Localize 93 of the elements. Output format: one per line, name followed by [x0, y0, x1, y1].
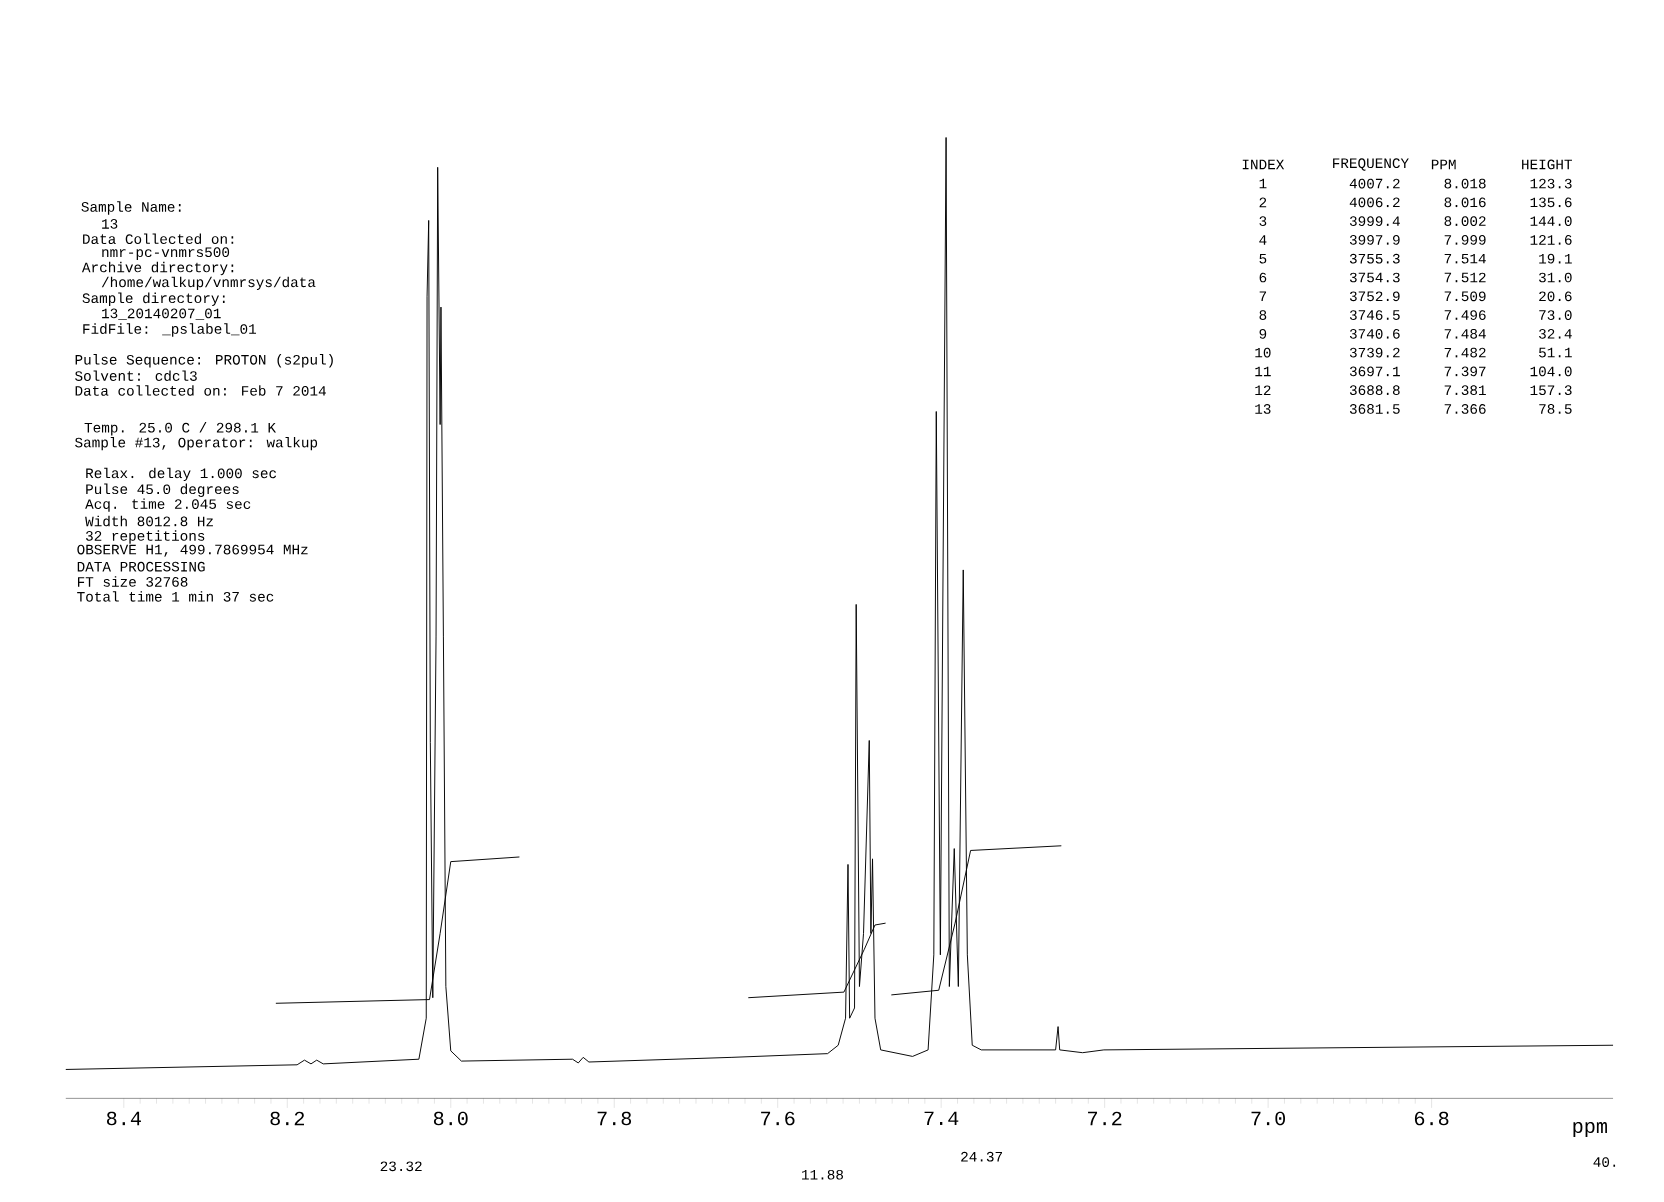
annotation: 3746.5	[1349, 310, 1400, 320]
annotation: 7.509	[1444, 291, 1486, 301]
annotation: 19.1	[1539, 253, 1572, 264]
x-tick-label: 7.2	[1088, 1111, 1122, 1125]
annotation: 3688.8	[1349, 385, 1400, 395]
annotation: INDEX	[1242, 159, 1285, 170]
annotation: FT size 32768	[77, 576, 188, 587]
annotation: Pulse Sequence: PROTON (s2pul)	[75, 353, 333, 368]
text: 11.88	[802, 1169, 844, 1180]
annotation: PPM	[1431, 159, 1456, 170]
annotation: 7.381	[1444, 385, 1486, 395]
annotation: 104.0	[1530, 366, 1572, 377]
annotation: Archive directory:	[81, 261, 234, 275]
annotation: 13_20140207_01	[102, 308, 221, 320]
annotation: 10	[1255, 347, 1271, 358]
annotation: Relax. delay 1.000 sec	[86, 467, 277, 481]
annotation: 1	[1259, 178, 1267, 189]
annotation: Solvent: cdcl3	[75, 370, 197, 381]
annotation: 8.002	[1444, 216, 1486, 226]
x-tick-label: 8.2	[270, 1111, 304, 1126]
annotation: 4	[1259, 235, 1267, 245]
annotation: 31.0	[1539, 272, 1572, 283]
x-axis-title: ppm	[1573, 1121, 1607, 1137]
annotation: 8.016	[1444, 197, 1486, 208]
annotation: FREQUENCY	[1333, 158, 1409, 171]
annotation: 20.6	[1539, 291, 1572, 301]
annotation: 3	[1259, 216, 1267, 226]
annotation: 13	[1255, 403, 1271, 414]
annotation: Width 8012.8 Hz	[85, 515, 213, 527]
text: 40.	[1593, 1157, 1616, 1167]
annotation: 3754.3	[1349, 272, 1400, 283]
annotation: 121.6	[1530, 234, 1572, 245]
annotation: 32 repetitions	[86, 530, 205, 544]
annotation: 51.1	[1539, 347, 1572, 358]
annotation: 3740.6	[1349, 328, 1400, 339]
x-tick-label: 7.4	[924, 1111, 959, 1125]
annotation: 7.496	[1444, 310, 1486, 320]
x-tick-label: 7.0	[1251, 1111, 1286, 1126]
annotation: Data collected on: Feb 7 2014	[75, 385, 326, 396]
annotation: 3999.4	[1349, 216, 1400, 226]
annotation: Pulse 45.0 degrees	[86, 483, 239, 497]
annotation: 3997.9	[1349, 234, 1400, 245]
annotation: 73.0	[1539, 310, 1572, 320]
annotation: 7.366	[1444, 403, 1486, 414]
annotation: FidFile: _pslabel_01	[83, 323, 257, 337]
annotation: Sample directory:	[82, 292, 225, 306]
annotation: Acq. time 2.045 sec	[85, 498, 251, 512]
annotation: 7.484	[1444, 328, 1486, 339]
annotation: nmr-pc-vnmrs500	[102, 247, 230, 260]
annotation: DATA PROCESSING	[77, 561, 205, 572]
annotation: Total time 1 min 37 sec	[77, 590, 274, 602]
annotation: 13	[102, 218, 118, 229]
annotation: 123.3	[1530, 178, 1572, 189]
annotation: 7	[1259, 291, 1267, 301]
annotation: 4007.2	[1349, 178, 1400, 189]
annotation: 78.5	[1539, 403, 1572, 414]
annotation: 3681.5	[1349, 403, 1400, 414]
annotation: 3739.2	[1349, 347, 1400, 358]
x-tick-label: 7.6	[761, 1111, 795, 1126]
x-tick-label: 6.8	[1414, 1111, 1449, 1126]
annotation: 3752.9	[1349, 291, 1400, 301]
annotation: 144.0	[1530, 216, 1572, 226]
annotation: 7.999	[1444, 234, 1486, 245]
annotation: 8	[1259, 310, 1267, 320]
annotation: 6	[1259, 272, 1267, 283]
text: 23.32	[380, 1161, 422, 1171]
annotation: 9	[1259, 328, 1267, 339]
annotation: Sample #13, Operator: walkup	[75, 436, 318, 451]
annotation: 11	[1255, 366, 1271, 376]
x-tick-label: 7.8	[597, 1111, 632, 1126]
annotation: HEIGHT	[1522, 159, 1572, 170]
annotation: 5	[1259, 253, 1267, 264]
annotation: 8.018	[1444, 178, 1486, 189]
annotation: 7.512	[1444, 272, 1486, 283]
annotation: 3755.3	[1349, 253, 1400, 264]
annotation: 4006.2	[1349, 197, 1400, 208]
annotation: 157.3	[1530, 385, 1572, 395]
annotation: /home/walkup/vnmrsys/data	[101, 276, 316, 290]
annotation: Data Collected on:	[83, 233, 234, 244]
annotation: 3697.1	[1349, 366, 1400, 377]
annotation: Sample Name:	[81, 201, 181, 215]
annotation: 135.6	[1530, 197, 1572, 208]
annotation: 2	[1259, 197, 1267, 207]
annotation: 7.397	[1444, 366, 1486, 377]
x-tick-label: 8.0	[433, 1111, 468, 1126]
annotation: 32.4	[1539, 328, 1572, 339]
annotation: OBSERVE H1, 499.7869954 MHz	[77, 544, 308, 557]
x-tick-label: 8.4	[106, 1111, 141, 1126]
annotation: 7.482	[1444, 347, 1486, 358]
annotation: Temp. 25.0 C / 298.1 K	[84, 421, 277, 436]
text: 24.37	[961, 1151, 1003, 1162]
annotation: 12	[1255, 385, 1271, 395]
annotation: 7.514	[1444, 253, 1486, 264]
